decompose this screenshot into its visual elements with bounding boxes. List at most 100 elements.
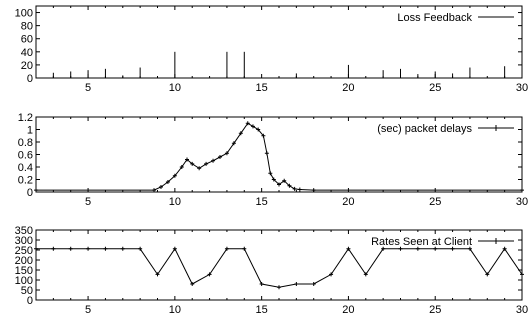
y-tick-label: 300 <box>15 235 33 247</box>
data-point <box>190 282 195 286</box>
data-point <box>297 187 302 192</box>
x-tick-label: 20 <box>342 196 354 208</box>
y-tick-label: 0 <box>27 187 33 199</box>
data-point <box>231 141 236 146</box>
y-tick-label: 0.8 <box>18 137 33 149</box>
series-line <box>36 247 523 288</box>
data-point <box>292 186 297 191</box>
data-point <box>294 282 299 286</box>
data-point <box>179 165 184 169</box>
data-point <box>271 177 276 182</box>
data-point <box>155 272 160 277</box>
data-point <box>398 246 403 251</box>
y-tick-label: 250 <box>15 245 33 257</box>
data-point <box>277 182 281 187</box>
y-tick-label: 0 <box>27 73 33 85</box>
x-tick-label: 20 <box>342 304 354 316</box>
y-tick-label: 1 <box>27 125 33 137</box>
data-point <box>415 246 420 251</box>
data-point <box>204 161 209 166</box>
data-point <box>138 246 143 251</box>
data-point <box>165 180 170 184</box>
data-point <box>264 151 269 156</box>
data-point <box>224 151 229 156</box>
data-point <box>190 161 195 166</box>
data-point <box>520 188 524 193</box>
data-point <box>34 188 38 193</box>
data-point <box>250 124 255 129</box>
x-tick-label: 30 <box>516 196 528 208</box>
data-point <box>211 158 216 163</box>
data-point <box>259 282 264 286</box>
x-tick-label: 25 <box>429 196 441 208</box>
data-point <box>485 272 490 277</box>
x-tick-label: 25 <box>429 82 441 94</box>
data-point <box>268 171 273 176</box>
y-tick-label: 40 <box>21 47 33 59</box>
y-tick-label: 50 <box>21 285 33 297</box>
y-tick-label: 100 <box>15 275 33 287</box>
data-point <box>520 272 524 277</box>
data-point <box>238 131 243 136</box>
data-point <box>433 246 438 251</box>
data-point <box>86 246 91 251</box>
data-point <box>120 246 125 251</box>
x-tick-label: 15 <box>256 304 268 316</box>
y-tick-label: 60 <box>21 34 33 46</box>
data-point <box>242 246 247 251</box>
y-tick-label: 200 <box>15 255 33 267</box>
data-point <box>277 285 281 290</box>
data-point <box>467 246 472 251</box>
data-point <box>197 166 202 171</box>
y-tick-label: 0 <box>27 295 33 307</box>
data-point <box>311 188 316 193</box>
data-point <box>207 272 212 277</box>
legend-label: Rates Seen at Client <box>371 236 472 248</box>
x-tick-label: 30 <box>516 82 528 94</box>
data-point <box>256 127 261 132</box>
legend-label: Loss Feedback <box>397 12 472 24</box>
data-point <box>261 133 266 138</box>
data-point <box>502 246 507 251</box>
data-point <box>224 246 229 251</box>
data-point <box>287 183 292 188</box>
data-point <box>245 121 250 126</box>
data-point <box>103 246 108 251</box>
y-tick-label: 350 <box>15 225 33 237</box>
y-tick-label: 0.6 <box>18 150 33 162</box>
x-tick-label: 5 <box>85 196 91 208</box>
data-point <box>185 157 190 162</box>
data-point <box>311 282 316 286</box>
data-point <box>450 246 455 251</box>
data-point <box>51 246 56 251</box>
x-tick-label: 15 <box>256 196 268 208</box>
y-tick-label: 150 <box>15 265 33 277</box>
x-tick-label: 5 <box>85 82 91 94</box>
x-tick-label: 15 <box>256 82 268 94</box>
data-point <box>172 246 177 251</box>
x-tick-label: 30 <box>516 304 528 316</box>
data-point <box>172 173 177 178</box>
data-point <box>381 246 386 251</box>
x-tick-label: 20 <box>342 82 354 94</box>
x-tick-label: 10 <box>169 196 181 208</box>
x-tick-label: 5 <box>85 304 91 316</box>
data-point <box>68 246 73 251</box>
data-point <box>34 246 38 251</box>
x-tick-label: 10 <box>169 304 181 316</box>
x-tick-label: 10 <box>169 82 181 94</box>
data-point <box>346 246 351 251</box>
data-point <box>282 178 287 183</box>
data-point <box>363 272 368 277</box>
data-point <box>152 188 157 193</box>
legend-label: (sec) packet delays <box>377 123 472 135</box>
y-tick-label: 0.2 <box>18 175 33 187</box>
y-tick-label: 80 <box>21 21 33 33</box>
data-point <box>158 185 163 189</box>
packet-delays-panel: 00.20.40.60.811.2 5 10 15 20 25 30 (sec) packet… <box>18 112 528 208</box>
y-tick-label: 100 <box>15 8 33 20</box>
y-tick-label: 1.2 <box>18 112 33 124</box>
